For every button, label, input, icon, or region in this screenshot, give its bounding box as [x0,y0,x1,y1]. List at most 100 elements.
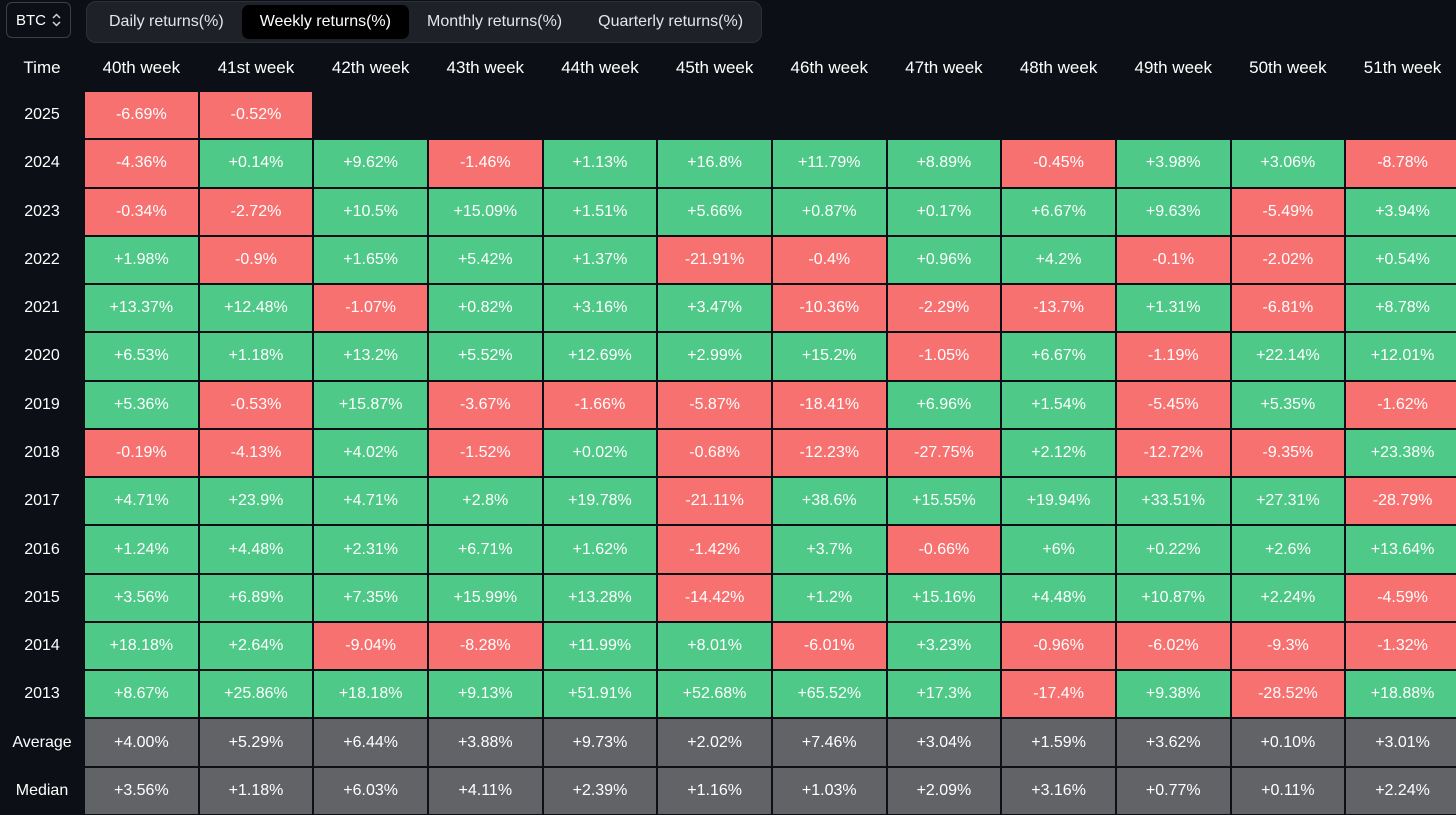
return-cell: +15.2% [772,333,886,380]
year-row-label: 2024 [24,154,60,172]
return-cell: +6.89% [199,574,313,621]
return-cell: +4.48% [1002,574,1115,621]
return-cell: +5.66% [658,188,771,235]
return-cell: -5.87% [658,381,771,428]
summary-cell: +2.39% [543,767,657,814]
year-row-label: 2022 [24,250,60,268]
empty-cell [544,92,657,138]
return-cell: +1.2% [772,574,886,621]
return-cell: -6.01% [772,622,886,670]
return-cell: -6.81% [1231,285,1345,332]
return-cell: +16.8% [658,140,771,187]
summary-cell: +2.24% [1346,767,1456,814]
week-column-header: 51th week [1363,57,1442,77]
return-cell: +2.6% [1231,526,1345,573]
return-cell: +11.99% [543,622,657,670]
return-cell: -28.52% [1231,671,1345,718]
return-cell: +3.16% [543,285,657,332]
summary-cell: +6.03% [314,767,427,814]
return-cell: +2.24% [1231,574,1345,621]
return-cell: -27.75% [887,429,1001,477]
return-cell: -1.19% [1116,333,1230,380]
return-cell: +1.37% [543,236,657,284]
returns-period-tabs: Daily returns(%) Weekly returns(%) Month… [86,1,762,43]
tab-daily-returns[interactable]: Daily returns(%) [109,13,224,30]
summary-cell: +0.10% [1231,719,1345,766]
return-cell: -13.7% [1002,285,1115,332]
return-cell: +0.17% [887,188,1001,235]
empty-cell [429,92,542,138]
return-cell: -9.3% [1231,622,1345,670]
return-cell: +19.78% [543,478,657,525]
year-row-label: 2023 [24,202,60,220]
return-cell: +2.31% [314,526,427,573]
return-cell: +2.99% [658,333,771,380]
summary-cell: +3.01% [1346,719,1456,766]
return-cell: +18.88% [1346,671,1456,718]
return-cell: +17.3% [887,671,1001,718]
return-cell: +1.98% [85,236,198,284]
tab-quarterly-returns[interactable]: Quarterly returns(%) [598,13,744,30]
year-row-label: 2014 [24,637,60,655]
return-cell: +7.35% [314,574,427,621]
return-cell: -0.53% [199,381,313,428]
return-cell: +15.87% [314,381,427,428]
return-cell: +0.14% [199,140,313,187]
return-cell: +18.18% [314,671,427,718]
return-cell: -0.9% [199,236,313,284]
return-cell: +51.91% [543,671,657,718]
week-column-header: 47th week [905,57,983,77]
return-cell: +5.42% [428,236,542,284]
return-cell: +23.9% [199,478,313,525]
return-cell: +38.6% [772,478,886,525]
asset-select[interactable]: BTC [6,2,71,38]
summary-row-label: Average [12,733,72,751]
return-cell: +13.64% [1346,526,1456,573]
empty-cell [1002,92,1115,138]
return-cell: +3.23% [887,622,1001,670]
return-cell: +13.2% [314,333,427,380]
return-cell: +1.13% [543,140,657,187]
return-cell: -0.96% [1002,622,1115,670]
return-cell: +8.89% [887,140,1001,187]
summary-cell: +3.88% [428,719,542,766]
return-cell: +4.2% [1002,236,1115,284]
summary-cell: +3.56% [85,767,198,814]
return-cell: +6.96% [887,381,1001,428]
return-cell: -14.42% [658,574,771,621]
return-cell: -12.72% [1116,429,1230,477]
return-cell: +3.7% [772,526,886,573]
chevron-updown-icon [52,13,61,27]
summary-cell: +1.16% [658,767,771,814]
year-row-label: 2021 [24,299,60,317]
empty-cell [1346,92,1456,138]
return-cell: +3.56% [85,574,198,621]
return-cell: -18.41% [772,381,886,428]
return-cell: +5.36% [85,381,198,428]
return-cell: +6% [1002,526,1115,573]
tab-monthly-returns[interactable]: Monthly returns(%) [426,13,563,30]
return-cell: +13.28% [543,574,657,621]
return-cell: +4.71% [314,478,427,525]
return-cell: -3.67% [428,381,542,428]
return-cell: +4.02% [314,429,427,477]
week-column-header: 46th week [790,57,869,77]
return-cell: +1.62% [543,526,657,573]
return-cell: -0.45% [1002,140,1115,187]
summary-cell: +5.29% [199,719,313,766]
tab-weekly-returns[interactable]: Weekly returns(%) [241,5,409,39]
return-cell: +0.82% [428,285,542,332]
week-column-header: 50th week [1249,57,1327,77]
week-column-header: 42th week [331,57,410,77]
return-cell: -2.29% [887,285,1001,332]
year-row-label: 2016 [24,540,60,558]
week-column-header: 49th week [1134,57,1212,77]
return-cell: +6.71% [428,526,542,573]
return-cell: -4.36% [85,140,198,187]
return-cell: -10.36% [772,285,886,332]
return-cell: +4.48% [199,526,313,573]
return-cell: +2.12% [1002,429,1115,477]
summary-cell: +7.46% [772,719,886,766]
return-cell: +12.01% [1346,333,1456,380]
summary-cell: +2.02% [658,719,771,766]
